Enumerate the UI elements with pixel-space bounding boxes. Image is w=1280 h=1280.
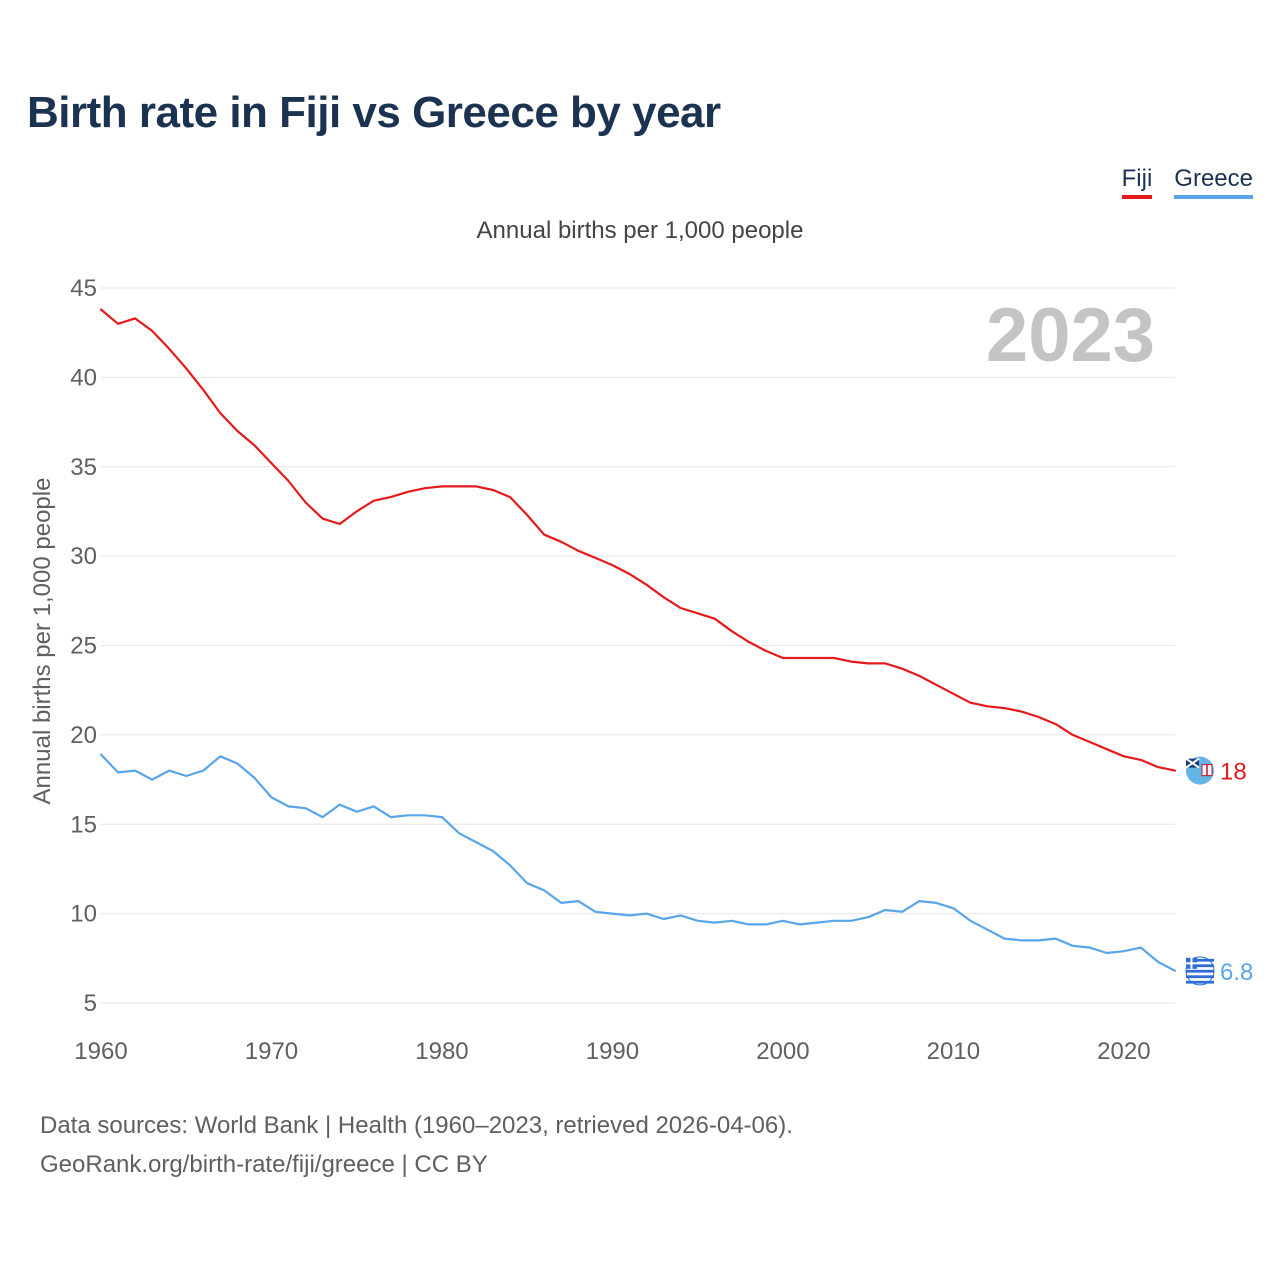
- flag-icon-fiji: [1185, 756, 1214, 785]
- x-tick-label: 2010: [927, 1038, 980, 1065]
- series-line-greece: [99, 753, 1177, 972]
- flag-icon-greece: [1185, 956, 1215, 986]
- footer: Data sources: World Bank | Health (1960–…: [40, 1106, 793, 1184]
- x-tick-label: 1980: [415, 1038, 468, 1065]
- year-watermark: 2023: [986, 293, 1155, 378]
- y-tick-label: 10: [70, 901, 97, 928]
- end-label-fiji: 18: [1220, 759, 1247, 786]
- y-axis-label: Annual births per 1,000 people: [29, 478, 56, 805]
- end-markers: 186.8: [1185, 756, 1253, 986]
- legend: Fiji Greece: [1121, 166, 1253, 199]
- y-axis-ticks: 5 10 15 20 25 30 35 40 45: [70, 275, 97, 1017]
- legend-item-fiji[interactable]: Fiji: [1121, 166, 1153, 199]
- y-tick-label: 5: [84, 990, 97, 1017]
- y-tick-label: 25: [70, 633, 97, 660]
- y-tick-label: 45: [70, 275, 97, 302]
- footer-sources: Data sources: World Bank | Health (1960–…: [40, 1112, 793, 1139]
- series-line-fiji: [99, 308, 1177, 772]
- y-tick-label: 40: [70, 364, 97, 391]
- end-label-greece: 6.8: [1220, 959, 1253, 986]
- chart-title: Birth rate in Fiji vs Greece by year: [27, 88, 721, 137]
- y-tick-label: 15: [70, 811, 97, 838]
- y-tick-label: 30: [70, 543, 97, 570]
- legend-item-greece[interactable]: Greece: [1174, 166, 1253, 199]
- footer-url: GeoRank.org/birth-rate/fiji/greece | CC …: [40, 1151, 488, 1178]
- chart-subtitle: Annual births per 1,000 people: [476, 217, 804, 244]
- x-axis-ticks: 1960 1970 1980 1990 2000 2010 2020: [74, 1038, 1150, 1065]
- x-tick-label: 2000: [756, 1038, 809, 1065]
- x-tick-label: 1960: [74, 1038, 127, 1065]
- x-tick-label: 1970: [245, 1038, 298, 1065]
- x-tick-label: 2020: [1097, 1038, 1150, 1065]
- grid-lines: [101, 287, 1175, 1004]
- y-tick-label: 20: [70, 722, 97, 749]
- x-tick-label: 1990: [586, 1038, 639, 1065]
- series-group: [99, 308, 1177, 972]
- y-tick-label: 35: [70, 454, 97, 481]
